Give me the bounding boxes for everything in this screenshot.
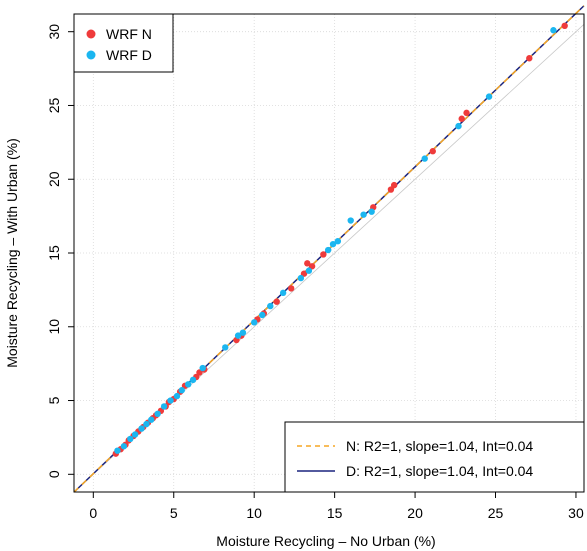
point-wrf-n [561, 22, 568, 30]
point-wrf-d [173, 392, 181, 400]
point-wrf-d [143, 420, 150, 428]
point-wrf-d [334, 237, 342, 245]
point-wrf-d [138, 425, 145, 432]
point-wrf-d [421, 155, 428, 162]
point-wrf-n [300, 270, 308, 277]
point-wrf-d [329, 240, 337, 248]
point-wrf-d [550, 27, 557, 34]
point-wrf-d [279, 289, 287, 297]
point-wrf-d [154, 410, 161, 418]
legend-series-box [73, 13, 174, 73]
legend-fits-box [284, 421, 585, 493]
point-wrf-d [185, 381, 192, 388]
legend-fit-d-label: D: R2=1, slope=1.04, Int=0.04 [346, 463, 533, 479]
point-wrf-d [250, 319, 258, 326]
point-wrf-d [297, 274, 305, 282]
point-wrf-d [259, 311, 266, 319]
legend-label-wrf-n: WRF N [106, 26, 152, 42]
point-wrf-n [196, 369, 203, 376]
point-wrf-n [308, 263, 316, 270]
point-wrf-d [167, 397, 174, 404]
legend-fit-n-label: N: R2=1, slope=1.04, Int=0.04 [346, 438, 533, 454]
legend-marker-wrf-d [86, 50, 96, 60]
point-wrf-d [120, 443, 128, 450]
y-tick-label: 15 [46, 245, 62, 261]
point-wrf-d [178, 387, 185, 394]
point-wrf-n [287, 285, 295, 292]
point-wrf-d [222, 344, 229, 351]
point-wrf-n [429, 148, 436, 155]
point-wrf-n [387, 186, 395, 193]
point-wrf-d [368, 208, 375, 215]
x-tick-label: 15 [327, 505, 343, 521]
y-tick-label: 5 [46, 396, 62, 404]
point-wrf-d [485, 93, 493, 100]
point-wrf-d [160, 403, 168, 410]
legend-fits: N: R2=1, slope=1.04, Int=0.04 D: R2=1, s… [284, 421, 585, 493]
legend-label-wrf-d: WRF D [106, 47, 152, 63]
x-axis-label: Moisture Recycling – No Urban (%) [216, 533, 435, 549]
point-wrf-n [463, 109, 470, 117]
point-wrf-d [127, 435, 134, 443]
point-wrf-n [458, 115, 465, 122]
point-wrf-n [526, 55, 533, 62]
point-wrf-d [114, 447, 121, 454]
y-axis: 0 5 10 15 20 25 30 [46, 24, 74, 478]
point-wrf-d [324, 246, 332, 254]
point-wrf-n [273, 298, 280, 305]
legend-marker-wrf-n [86, 29, 96, 39]
point-wrf-d [347, 217, 354, 224]
point-wrf-n [304, 260, 311, 267]
point-wrf-n [320, 251, 327, 258]
point-wrf-d [455, 122, 462, 130]
x-tick-label: 5 [170, 505, 178, 521]
point-wrf-d [305, 267, 313, 274]
y-axis-label: Moisture Recycling – With Urban (%) [4, 138, 20, 368]
point-wrf-d [234, 332, 242, 339]
point-wrf-d [148, 416, 155, 423]
point-wrf-d [360, 211, 367, 218]
x-tick-label: 0 [89, 505, 97, 521]
data-points [112, 22, 568, 457]
y-tick-label: 20 [46, 171, 62, 187]
y-tick-label: 30 [46, 24, 62, 40]
x-tick-label: 25 [488, 505, 504, 521]
y-tick-label: 25 [46, 97, 62, 113]
point-wrf-d [267, 302, 274, 310]
legend-series: WRF N WRF D [73, 13, 174, 73]
y-tick-label: 10 [46, 319, 62, 335]
y-tick-label: 0 [46, 470, 62, 478]
point-wrf-n [390, 181, 398, 189]
point-wrf-d [189, 376, 197, 384]
point-wrf-d [131, 431, 139, 438]
point-wrf-d [199, 364, 206, 372]
x-axis: 0 5 10 15 20 25 30 [89, 492, 584, 521]
x-tick-label: 10 [246, 505, 262, 521]
x-tick-label: 30 [568, 505, 584, 521]
point-wrf-d [239, 329, 247, 336]
x-tick-label: 20 [407, 505, 423, 521]
